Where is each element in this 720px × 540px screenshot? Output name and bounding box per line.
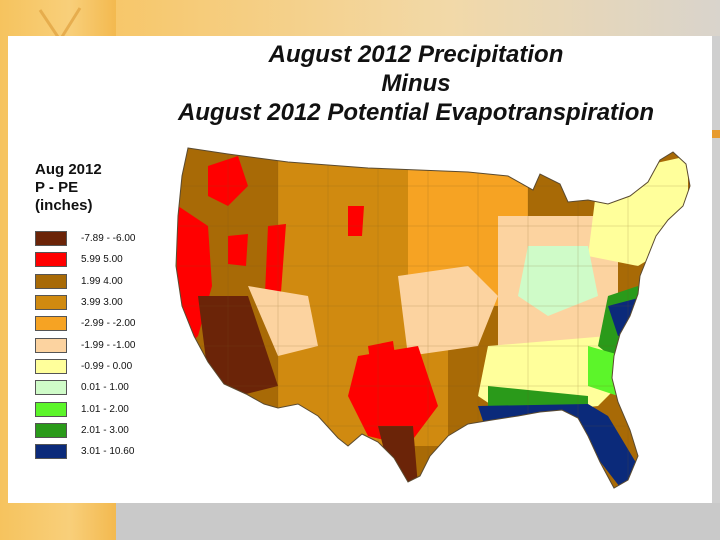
map-panel: August 2012 Precipitation Minus August 2… [8,36,712,503]
legend-title: Aug 2012 P - PE (inches) [35,161,102,215]
legend-swatch [35,422,67,438]
legend-label: 2.01 - 3.00 [81,424,129,436]
slide-accent-bar [704,130,720,138]
legend: -7.89 - -6.00 5.99 5.00 1.99 4.00 3.99 3.00… [35,228,195,462]
region-new-mexico-east [368,341,398,381]
title-line-3: August 2012 Potential Evapotranspiration [177,99,655,126]
legend-label: 1.01 - 2.00 [81,403,129,415]
legend-swatch [35,401,67,417]
legend-label: 3.99 3.00 [81,297,123,309]
legend-item: -2.99 - -2.00 [35,313,195,334]
legend-item: 5.99 5.00 [35,249,195,270]
legend-swatch [35,380,67,396]
legend-swatch [35,252,67,268]
legend-label: 3.01 - 10.60 [81,446,135,458]
legend-label: -7.89 - -6.00 [81,233,136,245]
title-line-1: August 2012 Precipitation [268,41,564,68]
us-map [175,147,691,489]
region-northeast [588,156,688,266]
slide-background-top [116,0,720,36]
region-washington [208,156,248,206]
map-title: August 2012 Precipitation Minus August 2… [118,40,714,127]
title-line-2: Minus [381,70,451,97]
legend-swatch [35,295,67,311]
slide-background-bottom [116,503,720,540]
legend-label: -0.99 - 0.00 [81,360,133,372]
legend-swatch [35,316,67,332]
legend-item: -1.99 - -1.00 [35,334,195,355]
legend-item: 1.99 4.00 [35,271,195,292]
region-southwest [198,296,278,396]
legend-swatch [35,337,67,353]
legend-item: -7.89 - -6.00 [35,228,195,249]
legend-label: 5.99 5.00 [81,254,123,266]
legend-item: 3.99 3.00 [35,292,195,313]
region-plains [398,266,498,356]
legend-swatch [35,358,67,374]
legend-label: -2.99 - -2.00 [81,318,136,330]
legend-title-line-2: P - PE [35,179,79,196]
legend-swatch [35,231,67,247]
region-ohio-valley [518,246,598,316]
legend-item: 0.01 - 1.00 [35,377,195,398]
legend-label: 1.99 4.00 [81,275,123,287]
region-nevada-north [228,234,248,266]
legend-label: -1.99 - -1.00 [81,339,136,351]
legend-item: 2.01 - 3.00 [35,420,195,441]
legend-label: 0.01 - 1.00 [81,382,129,394]
legend-item: 1.01 - 2.00 [35,398,195,419]
legend-swatch [35,444,67,460]
legend-swatch [35,273,67,289]
us-outline [175,147,691,489]
region-south-texas [378,426,418,486]
region-texas [348,346,438,446]
legend-item: -0.99 - 0.00 [35,356,195,377]
legend-title-line-1: Aug 2012 [35,161,102,178]
region-wyoming [348,206,364,236]
legend-title-line-3: (inches) [35,197,93,214]
region-great-basin [248,286,318,356]
legend-item: 3.01 - 10.60 [35,441,195,462]
